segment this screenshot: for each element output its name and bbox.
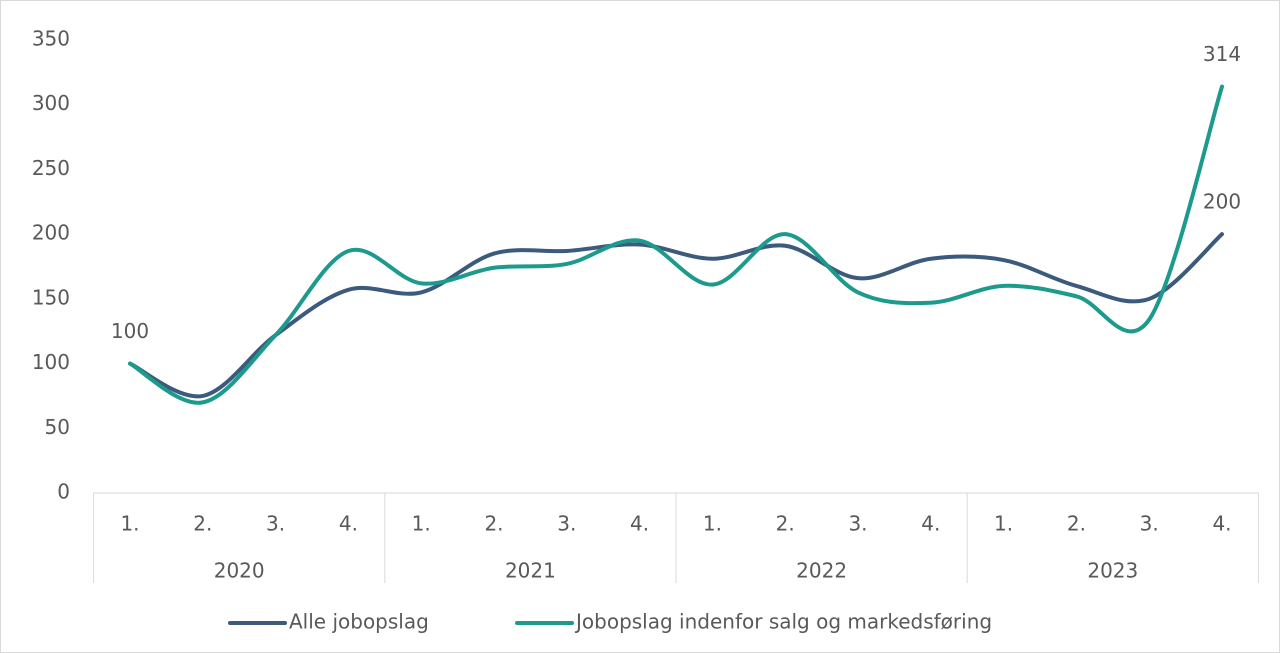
x-tick-label: 4. (921, 512, 940, 536)
legend-label: Alle jobopslag (289, 610, 429, 634)
y-tick-label: 0 (57, 480, 70, 504)
group-label: 2021 (505, 559, 556, 583)
y-tick-label: 300 (32, 91, 70, 115)
x-tick-label: 1. (703, 512, 722, 536)
x-tick-label: 3. (266, 512, 285, 536)
y-tick-label: 150 (32, 285, 70, 309)
x-tick-label: 3. (1140, 512, 1159, 536)
y-tick-label: 200 (32, 221, 70, 245)
x-tick-label: 4. (339, 512, 358, 536)
x-tick-label: 2. (484, 512, 503, 536)
x-tick-label: 2. (1067, 512, 1086, 536)
x-tick-label: 3. (557, 512, 576, 536)
y-tick-label: 100 (32, 350, 70, 374)
data-label: 200 (1203, 190, 1241, 214)
group-label: 2022 (796, 559, 847, 583)
data-label: 314 (1203, 42, 1241, 66)
y-tick-label: 350 (32, 27, 70, 51)
group-label: 2020 (214, 559, 265, 583)
x-tick-label: 1. (994, 512, 1013, 536)
y-tick-label: 50 (45, 415, 70, 439)
data-label: 100 (111, 319, 149, 343)
group-label: 2023 (1087, 559, 1138, 583)
legend-label: Jobopslag indenfor salg og markedsføring (574, 610, 992, 634)
x-tick-label: 2. (776, 512, 795, 536)
x-tick-label: 1. (120, 512, 139, 536)
series-line (128, 232, 1224, 399)
x-tick-label: 1. (412, 512, 431, 536)
x-tick-label: 2. (193, 512, 212, 536)
series-line (128, 84, 1224, 405)
y-tick-label: 250 (32, 156, 70, 180)
x-tick-label: 4. (1212, 512, 1231, 536)
x-tick-label: 4. (630, 512, 649, 536)
x-tick-label: 3. (848, 512, 867, 536)
